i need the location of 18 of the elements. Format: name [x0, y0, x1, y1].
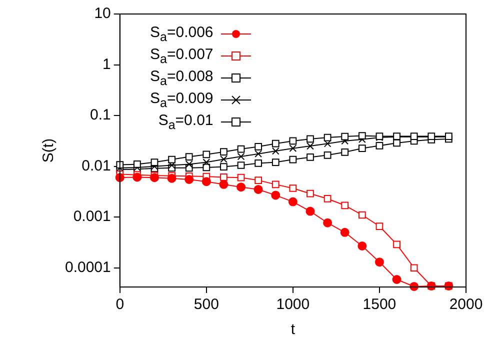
y-tick-label: 1: [102, 56, 111, 73]
y-tick-label: 0.001: [73, 208, 111, 226]
x-tick-label: 500: [194, 296, 219, 314]
y-tick-label: 0.1: [90, 106, 111, 124]
x-tick-label: 2000: [449, 296, 483, 314]
x-tick-label: 1500: [362, 296, 396, 314]
y-tick-label: 0.0001: [64, 259, 111, 276]
legend-label: S$_{a}$=0.008: [150, 68, 214, 88]
y-tick-label: 10: [94, 5, 111, 22]
x-tick-label: 1000: [276, 296, 310, 314]
legend-label: S$_{a}$=0.006: [150, 24, 214, 44]
y-tick-label: 0.01: [82, 157, 111, 174]
x-axis-title: t: [290, 321, 296, 338]
x-tick-label: 0: [116, 296, 124, 314]
legend-label: S$_{a}$=0.007: [150, 46, 214, 66]
legend-label: S$_{a}$=0.009: [150, 90, 214, 110]
legend-label: S$_{a}$=0.01: [158, 112, 214, 132]
y-axis-title: S(t): [40, 138, 58, 163]
